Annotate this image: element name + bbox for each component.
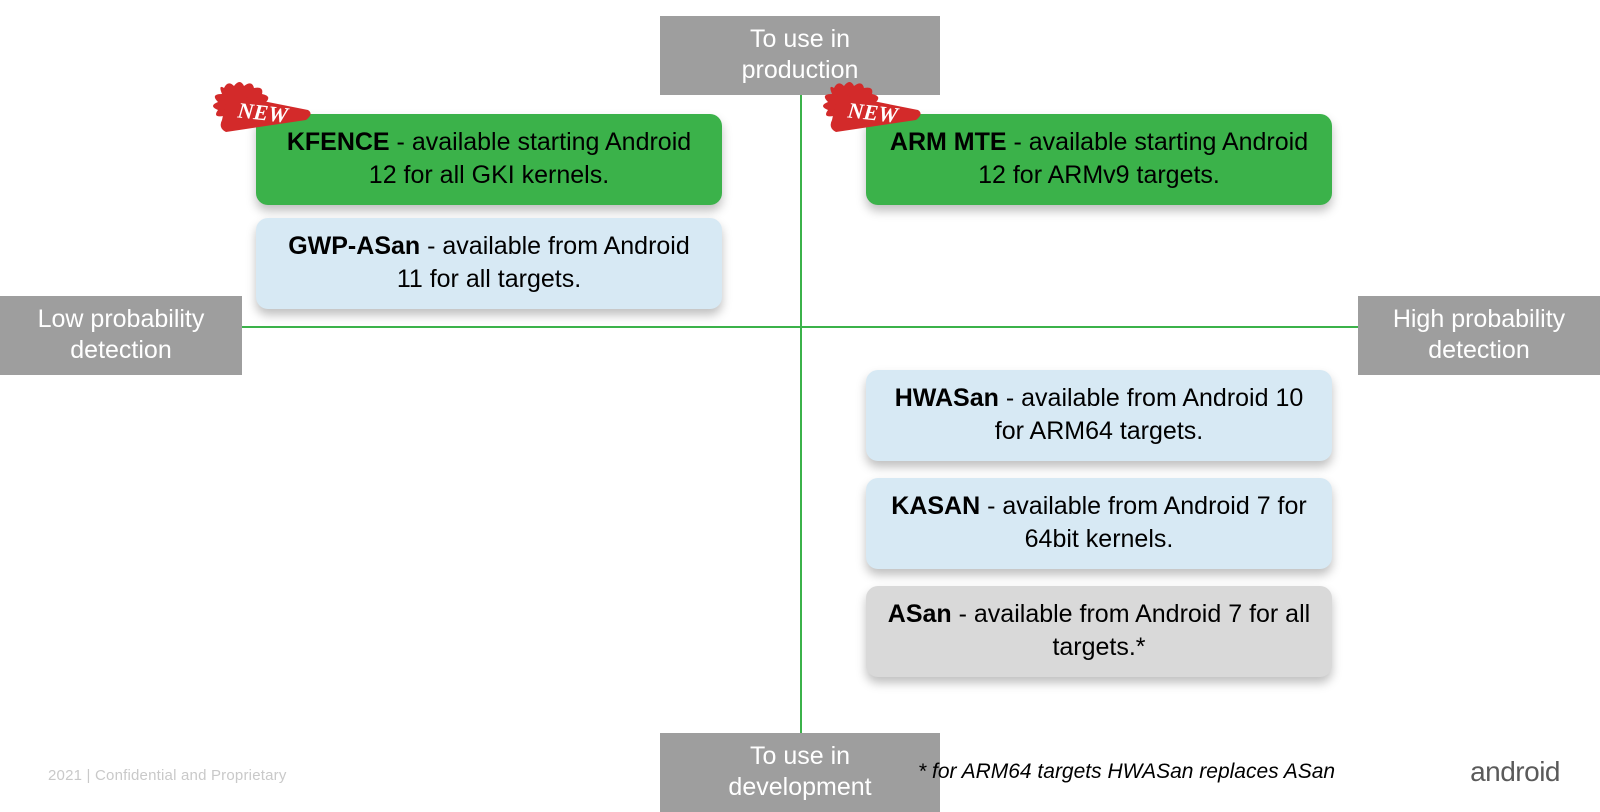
- card-text: HWASan - available from Android 10 for A…: [895, 384, 1304, 445]
- card-arm-mte: ARM MTE - available starting Android 12 …: [866, 114, 1332, 205]
- card-hwasan: HWASan - available from Android 10 for A…: [866, 370, 1332, 461]
- card-rest: - available starting Android 12 for all …: [369, 128, 691, 189]
- card-gwp-asan: GWP-ASan - available from Android 11 for…: [256, 218, 722, 309]
- card-rest: - available from Android 7 for 64bit ker…: [980, 492, 1307, 553]
- axis-label-top: To use in production: [660, 16, 940, 95]
- card-title: ARM MTE: [890, 128, 1007, 156]
- axis-label-right: High probability detection: [1358, 296, 1600, 375]
- axis-label-left: Low probability detection: [0, 296, 242, 375]
- card-text: GWP-ASan - available from Android 11 for…: [288, 232, 690, 293]
- card-rest: - available from Android 7 for all targe…: [952, 600, 1311, 661]
- card-text: ASan - available from Android 7 for all …: [888, 600, 1310, 661]
- card-title: GWP-ASan: [288, 232, 420, 260]
- card-title: HWASan: [895, 384, 999, 412]
- quadrant-diagram: To use in production To use in developme…: [0, 0, 1600, 802]
- card-title: ASan: [888, 600, 952, 628]
- axis-label-bottom: To use in development: [660, 733, 940, 812]
- card-rest: - available from Android 10 for ARM64 ta…: [995, 384, 1303, 445]
- card-title: KASAN: [891, 492, 980, 520]
- card-kasan: KASAN - available from Android 7 for 64b…: [866, 478, 1332, 569]
- axis-horizontal: [10, 326, 1590, 328]
- card-text: KFENCE - available starting Android 12 f…: [287, 128, 691, 189]
- card-text: ARM MTE - available starting Android 12 …: [890, 128, 1308, 189]
- footer-confidential: 2021 | Confidential and Proprietary: [48, 767, 287, 784]
- card-text: KASAN - available from Android 7 for 64b…: [891, 492, 1306, 553]
- svg-text:NEW: NEW: [236, 97, 291, 127]
- footnote: * for ARM64 targets HWASan replaces ASan: [918, 760, 1335, 784]
- svg-text:NEW: NEW: [846, 97, 901, 127]
- card-rest: - available starting Android 12 for ARMv…: [978, 128, 1308, 189]
- brand-wordmark: android: [1470, 756, 1560, 788]
- card-rest: - available from Android 11 for all targ…: [397, 232, 690, 293]
- card-title: KFENCE: [287, 128, 390, 156]
- card-kfence: KFENCE - available starting Android 12 f…: [256, 114, 722, 205]
- card-asan: ASan - available from Android 7 for all …: [866, 586, 1332, 677]
- axis-vertical: [800, 70, 802, 762]
